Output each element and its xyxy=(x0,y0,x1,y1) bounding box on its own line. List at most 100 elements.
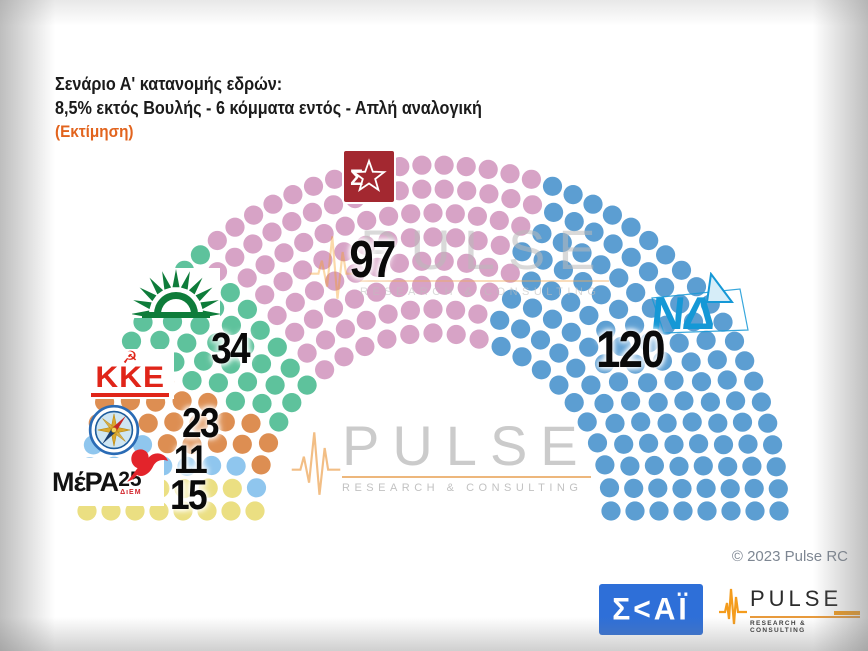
syriza-logo-icon: Σ xyxy=(344,151,394,202)
svg-text:ΝΔ: ΝΔ xyxy=(649,287,718,336)
seat-dot xyxy=(456,157,476,177)
seat-dot xyxy=(644,455,665,476)
seat-dot xyxy=(552,232,572,253)
seat-dot xyxy=(423,203,443,223)
seat-dot xyxy=(490,310,510,330)
seat-dot xyxy=(197,501,217,521)
seat-dot xyxy=(563,185,583,205)
seat-dot xyxy=(720,479,740,499)
seats-label-kke: 23 xyxy=(182,399,220,446)
nd-flag-icon: ΝΔ xyxy=(649,271,749,339)
seat-dot xyxy=(609,268,629,288)
seat-dot xyxy=(577,412,597,432)
seat-dot xyxy=(614,434,634,454)
seat-dot xyxy=(490,235,510,255)
seat-dot xyxy=(521,271,541,291)
seat-dot xyxy=(357,210,377,231)
seat-dot xyxy=(500,263,520,283)
seat-dot xyxy=(564,393,584,413)
seat-dot xyxy=(189,413,209,433)
seat-dot xyxy=(389,278,409,298)
seat-dot xyxy=(674,391,694,411)
seat-dot xyxy=(356,235,376,255)
seat-dot xyxy=(246,478,267,498)
seat-dot xyxy=(721,501,741,521)
seat-dot xyxy=(742,456,762,476)
seat-dot xyxy=(225,391,245,411)
seat-dot xyxy=(478,159,498,179)
seat-dot xyxy=(689,434,709,454)
seat-dot xyxy=(726,391,746,411)
seat-dot xyxy=(501,189,521,209)
seat-dot xyxy=(639,433,659,453)
seat-dot xyxy=(457,181,477,201)
seat-dot xyxy=(226,456,246,476)
seat-dot xyxy=(207,433,227,453)
seat-dot xyxy=(177,456,197,476)
svg-text:Σ: Σ xyxy=(350,165,363,190)
seats-label-pasok: 34 xyxy=(211,324,250,373)
seat-dot xyxy=(549,343,569,363)
seat-dot xyxy=(313,250,333,270)
seat-dot xyxy=(744,371,764,391)
seat-dot xyxy=(533,250,553,270)
seat-dot xyxy=(138,413,158,433)
seat-dot xyxy=(611,336,631,357)
sun-ray xyxy=(133,300,152,310)
seat-dot xyxy=(173,501,193,521)
seat-dot xyxy=(763,435,783,455)
seat-dot xyxy=(237,268,257,288)
seat-dot xyxy=(325,169,345,189)
seat-dot xyxy=(626,283,646,303)
seat-dot xyxy=(121,331,142,351)
title-note: (Εκτίμηση) xyxy=(55,122,134,141)
seat-dot xyxy=(390,157,410,177)
seat-dot xyxy=(263,194,283,214)
seat-dot xyxy=(683,312,704,332)
seat-dot xyxy=(744,478,764,499)
seat-dot xyxy=(356,310,376,330)
seat-dot xyxy=(207,230,227,251)
seat-dot xyxy=(625,354,645,374)
seat-dot xyxy=(738,434,758,454)
seat-dot xyxy=(581,375,601,395)
seat-dot xyxy=(367,257,387,277)
seat-dot xyxy=(303,176,324,196)
title-line-1: Σενάριο Α' κατανομής εδρών: xyxy=(55,74,283,94)
pulse-logo-rule xyxy=(750,616,860,618)
seat-dot xyxy=(511,216,531,236)
seat-dot xyxy=(501,289,522,309)
title-line-2: 8,5% εκτός Βουλής - 6 κόμματα εντός - Απ… xyxy=(55,98,482,118)
seat-dot xyxy=(656,245,676,265)
seat-dot xyxy=(285,292,305,312)
seat-dot xyxy=(681,352,701,372)
seat-dot xyxy=(700,392,721,412)
seat-dot xyxy=(172,391,192,411)
seat-dot xyxy=(671,260,692,280)
seat-dot xyxy=(150,330,170,350)
seat-dot xyxy=(232,434,252,454)
seat-dot xyxy=(293,260,313,280)
seat-dot xyxy=(479,184,499,204)
seat-dot xyxy=(202,455,222,476)
seat-dot xyxy=(625,501,645,521)
seat-dot xyxy=(696,478,716,498)
seat-dot xyxy=(669,333,689,353)
seat-dot xyxy=(280,358,300,378)
seat-dot xyxy=(542,176,563,196)
sun-ray xyxy=(195,287,213,302)
seat-dot xyxy=(423,323,443,343)
seat-dot xyxy=(297,375,317,395)
seat-dot xyxy=(521,169,542,189)
seat-dot xyxy=(587,433,608,453)
seat-dot xyxy=(669,456,689,476)
nd-logo-icon: ΝΔ xyxy=(648,271,752,339)
pulse-logo-smallprint xyxy=(834,611,860,615)
seat-dot xyxy=(334,347,354,367)
seat-dot xyxy=(596,320,616,340)
seat-dot xyxy=(344,289,365,309)
seat-dot xyxy=(656,315,676,335)
seat-dot xyxy=(252,393,272,414)
seats-label-nd: 120 xyxy=(596,321,666,379)
